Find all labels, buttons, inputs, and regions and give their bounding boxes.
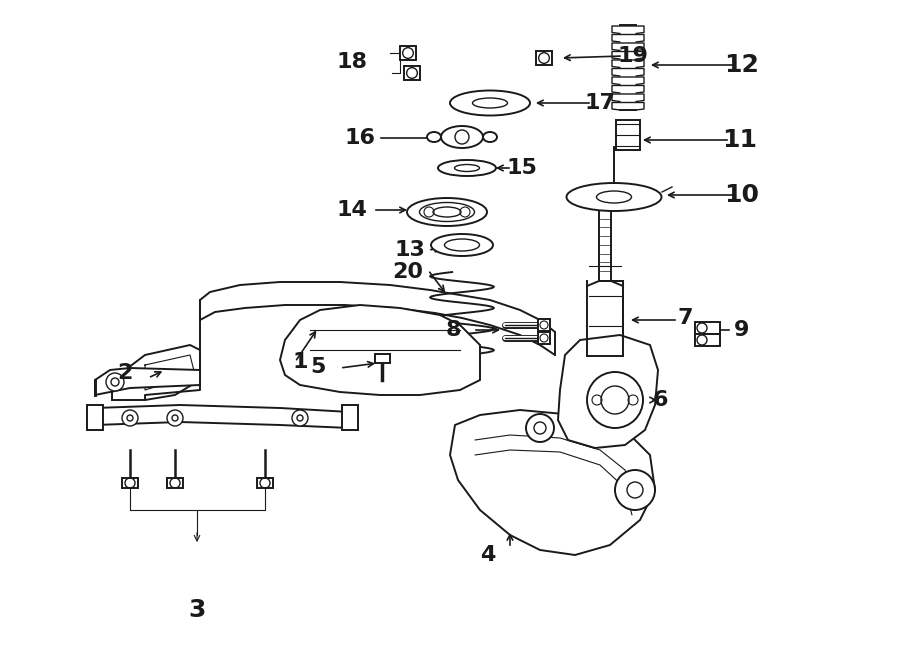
Polygon shape (450, 410, 655, 555)
Circle shape (292, 410, 308, 426)
Polygon shape (95, 405, 350, 428)
Polygon shape (87, 405, 103, 430)
Text: 6: 6 (652, 390, 668, 410)
Text: 18: 18 (337, 52, 367, 72)
Text: 11: 11 (723, 128, 758, 152)
Polygon shape (587, 281, 623, 356)
Ellipse shape (441, 126, 483, 148)
Circle shape (526, 414, 554, 442)
Text: 19: 19 (617, 46, 648, 66)
Text: 4: 4 (481, 545, 496, 565)
Polygon shape (122, 478, 138, 488)
Text: 3: 3 (188, 598, 206, 622)
Polygon shape (695, 334, 720, 346)
Polygon shape (112, 345, 200, 400)
Text: 2: 2 (117, 363, 132, 383)
Ellipse shape (438, 160, 496, 176)
Text: 1: 1 (292, 352, 308, 372)
Circle shape (106, 373, 124, 391)
Polygon shape (375, 354, 390, 363)
Polygon shape (695, 322, 720, 334)
Circle shape (122, 410, 138, 426)
Ellipse shape (407, 198, 487, 226)
Circle shape (587, 372, 643, 428)
Polygon shape (257, 478, 273, 488)
Circle shape (167, 410, 183, 426)
Ellipse shape (450, 91, 530, 116)
Polygon shape (95, 368, 200, 395)
Polygon shape (538, 332, 550, 344)
Text: 8: 8 (446, 320, 461, 340)
Text: 9: 9 (734, 320, 750, 340)
Polygon shape (536, 51, 552, 65)
Polygon shape (280, 305, 480, 395)
Circle shape (615, 470, 655, 510)
Text: 14: 14 (337, 200, 367, 220)
Text: 15: 15 (507, 158, 537, 178)
Polygon shape (404, 66, 420, 80)
Text: 20: 20 (392, 262, 424, 282)
Text: 17: 17 (584, 93, 616, 113)
Text: 12: 12 (724, 53, 760, 77)
Text: 16: 16 (345, 128, 375, 148)
Text: 13: 13 (394, 240, 426, 260)
Ellipse shape (431, 234, 493, 256)
Polygon shape (558, 335, 658, 448)
Text: 7: 7 (677, 308, 693, 328)
Polygon shape (167, 478, 183, 488)
Polygon shape (342, 405, 358, 430)
Ellipse shape (483, 132, 497, 142)
Polygon shape (200, 282, 555, 355)
Text: 10: 10 (724, 183, 760, 207)
Ellipse shape (566, 183, 662, 211)
Ellipse shape (427, 132, 441, 142)
Polygon shape (400, 46, 416, 60)
Text: 5: 5 (310, 357, 326, 377)
Polygon shape (538, 319, 550, 331)
